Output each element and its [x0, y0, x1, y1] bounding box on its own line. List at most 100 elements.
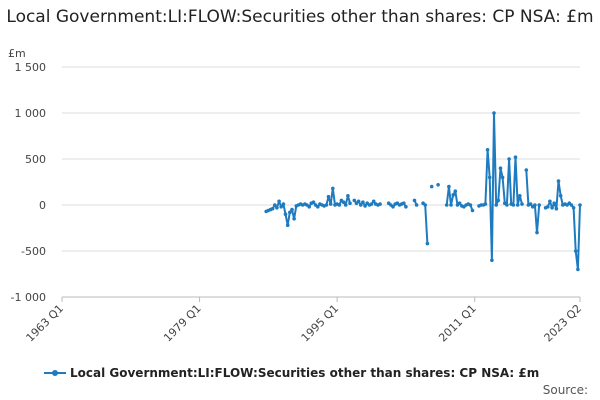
- data-point: [546, 205, 550, 209]
- data-point: [341, 200, 346, 204]
- data-point: [449, 203, 453, 207]
- data-point: [281, 202, 286, 206]
- data-point: [483, 202, 488, 206]
- data-point: [391, 205, 395, 209]
- data-point: [290, 207, 294, 212]
- data-point: [485, 148, 490, 152]
- data-point: [425, 241, 430, 246]
- data-point: [535, 230, 539, 235]
- data-point: [500, 175, 505, 180]
- y-axis-unit-label: £m: [8, 47, 26, 60]
- data-point: [352, 198, 357, 203]
- data-point: [573, 249, 578, 253]
- data-point: [571, 206, 576, 210]
- data-point: [447, 184, 451, 189]
- x-tick-label: 1963 Q1: [24, 302, 67, 345]
- data-point: [331, 186, 335, 191]
- data-point: [496, 198, 501, 203]
- legend-label: Local Government:LI:FLOW:Securities othe…: [70, 366, 540, 380]
- data-point: [316, 205, 320, 209]
- data-point: [548, 199, 552, 204]
- data-point: [524, 168, 529, 172]
- data-point: [537, 203, 541, 207]
- data-point: [528, 202, 533, 206]
- data-point: [576, 267, 580, 272]
- y-tick-label: -500: [21, 245, 46, 258]
- data-point: [507, 157, 511, 161]
- data-point: [404, 205, 408, 209]
- data-point: [558, 194, 563, 198]
- data-point: [498, 166, 503, 170]
- data-point: [283, 212, 288, 216]
- x-tick-label: 1995 Q1: [299, 302, 342, 345]
- series-line: [545, 180, 581, 271]
- data-point: [554, 206, 559, 211]
- series-line: [525, 169, 541, 234]
- data-point: [490, 258, 494, 263]
- x-tick-label: 2011 Q1: [436, 302, 479, 345]
- data-point: [378, 202, 382, 206]
- data-point: [513, 155, 518, 159]
- data-point: [470, 208, 475, 213]
- data-point: [324, 203, 329, 207]
- data-point: [578, 203, 582, 207]
- data-point: [279, 205, 284, 209]
- data-point: [307, 205, 312, 209]
- data-point: [511, 203, 516, 207]
- data-point: [275, 206, 279, 210]
- data-point: [356, 199, 361, 204]
- data-point: [273, 203, 277, 207]
- data-point: [285, 223, 290, 227]
- series-line: [422, 202, 429, 244]
- data-point: [550, 206, 554, 210]
- data-point: [346, 194, 350, 198]
- data-point: [487, 175, 492, 180]
- data-point: [363, 204, 367, 208]
- legend-swatch-icon: [44, 367, 66, 379]
- y-tick-label: 1 500: [15, 61, 47, 74]
- source-label: Source:: [542, 383, 588, 397]
- data-point: [414, 203, 419, 207]
- data-point: [369, 202, 374, 206]
- data-point: [328, 202, 333, 206]
- data-point: [361, 200, 365, 204]
- data-point: [343, 203, 348, 207]
- data-point: [337, 203, 342, 207]
- data-point: [444, 203, 449, 207]
- data-point: [371, 199, 376, 204]
- data-point: [515, 203, 520, 207]
- data-point: [494, 203, 499, 207]
- data-point: [429, 184, 434, 189]
- y-tick-label: 0: [39, 199, 46, 212]
- data-point: [453, 189, 458, 193]
- data-point: [326, 194, 331, 199]
- data-point: [556, 179, 561, 183]
- data-point: [552, 201, 556, 205]
- data-point: [423, 203, 428, 207]
- data-point: [533, 203, 537, 207]
- data-point: [348, 201, 352, 205]
- data-point: [311, 200, 316, 204]
- data-point: [288, 210, 292, 215]
- data-point: [277, 199, 281, 204]
- data-point: [520, 202, 524, 206]
- data-point: [468, 203, 473, 207]
- x-tick-label: 2023 Q2: [542, 302, 585, 345]
- data-point: [569, 203, 574, 207]
- data-point: [402, 201, 406, 205]
- data-point: [436, 183, 440, 187]
- series-line: [478, 112, 523, 262]
- y-tick-label: 500: [25, 153, 46, 166]
- y-tick-label: -1 000: [11, 291, 46, 304]
- data-point: [359, 203, 363, 207]
- series-line: [445, 185, 474, 211]
- data-point: [270, 206, 275, 211]
- data-point: [457, 201, 462, 205]
- x-tick-label: 1979 Q1: [161, 302, 204, 345]
- data-point: [292, 217, 296, 221]
- legend[interactable]: Local Government:LI:FLOW:Securities othe…: [44, 366, 539, 380]
- data-point: [518, 194, 522, 198]
- data-point: [505, 203, 509, 207]
- chart-title: Local Government:LI:FLOW:Securities othe…: [6, 7, 594, 27]
